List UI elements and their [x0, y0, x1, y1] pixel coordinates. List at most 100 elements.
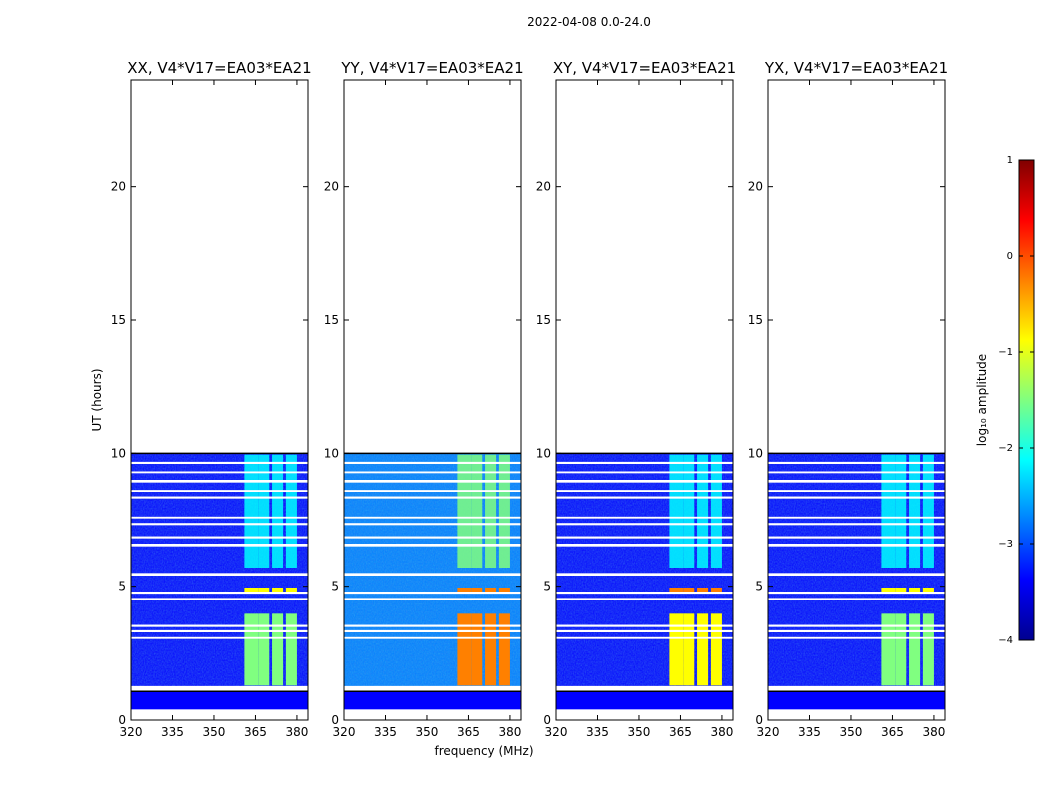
- panel-frame: [130, 79, 309, 721]
- rfi-band-stripe: [895, 588, 907, 594]
- flagged-gap: [131, 523, 308, 526]
- colorbar-tick-label: −2: [998, 443, 1013, 454]
- rfi-band-early: [457, 613, 472, 686]
- flagged-gap: [131, 461, 308, 464]
- heatmap-early-band: [344, 691, 521, 712]
- panel-frame: [555, 79, 734, 721]
- x-tick-label: 380: [498, 725, 521, 739]
- x-tick-label: 350: [628, 725, 651, 739]
- flagged-gap: [556, 536, 733, 539]
- flagged-gap: [344, 490, 521, 492]
- flagged-gap: [131, 516, 308, 519]
- x-tick-label: 365: [457, 725, 480, 739]
- colorbar: 1 0 −1 −2 −3 −4 log₁₀ amplitude: [975, 155, 1035, 646]
- flagged-gap: [344, 592, 521, 595]
- x-tick-label: 365: [881, 725, 904, 739]
- flagged-gap: [344, 629, 521, 632]
- rfi-band-late: [272, 454, 284, 568]
- flagged-gap: [768, 496, 945, 499]
- flagged-gap: [556, 523, 733, 526]
- rfi-band-late: [485, 454, 497, 568]
- flagged-gap: [131, 480, 308, 483]
- flagged-gap: [556, 480, 733, 483]
- rfi-band-stripe: [485, 588, 497, 594]
- heatmap-panel-2: YY, V4*V17=EA03*EA21 320 335 350 365 380 0 5 10 1…: [324, 59, 524, 739]
- flagged-gap: [556, 598, 733, 600]
- y-tick-label: 15: [748, 313, 763, 327]
- colorbar-tick-label: −1: [998, 347, 1013, 358]
- flagged-gap: [768, 516, 945, 519]
- flagged-gap: [556, 624, 733, 627]
- y-tick-label: 5: [543, 580, 551, 594]
- flagged-gap: [768, 685, 945, 692]
- flagged-gap: [131, 629, 308, 632]
- x-tick-label: 380: [285, 725, 308, 739]
- flagged-gap: [344, 573, 521, 576]
- colorbar-label: log₁₀ amplitude: [975, 354, 989, 446]
- colorbar-tick-label: −4: [998, 635, 1013, 646]
- y-tick-label: 10: [111, 446, 126, 460]
- y-tick-label: 10: [748, 446, 763, 460]
- flagged-gap: [131, 536, 308, 539]
- y-tick-label: 0: [755, 713, 763, 727]
- y-tick-label: 0: [543, 713, 551, 727]
- flagged-gap: [556, 461, 733, 464]
- rfi-band-early: [881, 613, 896, 686]
- colorbar-tick-label: −3: [998, 539, 1013, 550]
- x-axis-label: frequency (MHz): [434, 744, 533, 758]
- flagged-gap: [768, 523, 945, 526]
- rfi-band-stripe: [244, 588, 259, 594]
- x-tick-label: 335: [161, 725, 184, 739]
- rfi-band-stripe: [258, 588, 270, 594]
- flagged-gap: [131, 490, 308, 492]
- y-tick-label: 15: [111, 313, 126, 327]
- flagged-gap: [344, 496, 521, 499]
- rfi-band-stripe: [697, 588, 709, 594]
- flagged-gap: [344, 598, 521, 600]
- rfi-band-stripe: [471, 588, 483, 594]
- heatmap-panel-3: XY, V4*V17=EA03*EA21 320 335 350 365 380 0 5 10 1…: [536, 59, 736, 739]
- flagged-gap: [344, 461, 521, 464]
- rfi-band-late: [457, 454, 472, 568]
- rfi-band-stripe: [922, 588, 934, 594]
- flagged-gap: [131, 624, 308, 627]
- heatmap-panel-4: YX, V4*V17=EA03*EA21 320 335 350 365 380 0 5 10 1…: [748, 59, 948, 739]
- rfi-band-late: [258, 454, 270, 568]
- rfi-band-early: [710, 613, 722, 686]
- rfi-band-stripe: [710, 588, 722, 594]
- rfi-band-late: [244, 454, 259, 568]
- flagged-gap: [768, 536, 945, 539]
- panel-title: XX, V4*V17=EA03*EA21: [127, 59, 311, 77]
- y-tick-label: 10: [324, 446, 339, 460]
- x-tick-label: 350: [840, 725, 863, 739]
- rfi-band-stripe: [498, 588, 510, 594]
- y-tick-label: 10: [536, 446, 551, 460]
- panel-title: YY, V4*V17=EA03*EA21: [340, 59, 523, 77]
- rfi-band-early: [697, 613, 709, 686]
- flagged-gap: [131, 544, 308, 547]
- rfi-band-late: [895, 454, 907, 568]
- x-tick-label: 380: [922, 725, 945, 739]
- flagged-gap: [556, 490, 733, 492]
- flagged-gap: [556, 471, 733, 474]
- flagged-gap: [556, 636, 733, 639]
- flagged-gap: [344, 709, 521, 713]
- flagged-gap: [344, 636, 521, 639]
- panel-title: YX, V4*V17=EA03*EA21: [764, 59, 948, 77]
- rfi-band-late: [683, 454, 695, 568]
- flagged-gap: [768, 490, 945, 492]
- flagged-gap: [556, 592, 733, 595]
- flagged-gap: [344, 544, 521, 547]
- colorbar-gradient: [1018, 159, 1035, 641]
- flagged-gap: [131, 573, 308, 576]
- rfi-band-late: [922, 454, 934, 568]
- y-tick-label: 15: [324, 313, 339, 327]
- flagged-gap: [344, 523, 521, 526]
- y-tick-label: 20: [536, 180, 551, 194]
- flagged-gap: [768, 461, 945, 464]
- flagged-gap: [768, 629, 945, 632]
- x-tick-label: 350: [203, 725, 226, 739]
- flagged-gap: [768, 709, 945, 713]
- heatmap-early-band: [768, 691, 945, 712]
